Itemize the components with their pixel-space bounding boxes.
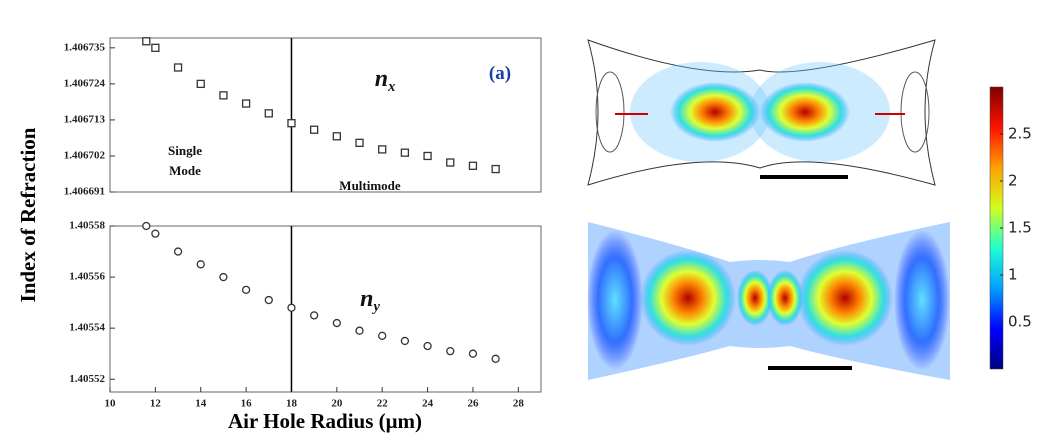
x-tick-label: 16 — [241, 398, 253, 410]
data-point — [400, 336, 410, 346]
x-tick-label: 28 — [513, 398, 525, 410]
x-tick-label: 24 — [422, 398, 434, 410]
data-point — [310, 125, 319, 134]
data-point — [446, 158, 455, 167]
data-point — [446, 346, 455, 356]
y-tick-label: 1.40556 — [69, 271, 105, 283]
x-tick-label: 10 — [105, 398, 117, 410]
data-point — [355, 138, 364, 148]
data-point — [287, 303, 296, 312]
annotation-subscript: y — [371, 299, 380, 315]
annotation: Mode — [169, 163, 201, 178]
annotation-subscript: x — [387, 79, 395, 95]
y-tick-label: 1.406724 — [64, 77, 106, 89]
y-tick-label: 1.40554 — [69, 322, 105, 334]
annotation-text: n — [360, 286, 373, 312]
plot-frame — [109, 37, 542, 193]
annotation: Multimode — [339, 178, 401, 193]
data-point — [378, 145, 387, 154]
annotation-text: Single — [168, 143, 202, 158]
field-image-top — [587, 39, 936, 186]
data-point — [491, 164, 500, 174]
data-point — [468, 349, 478, 358]
data-point — [151, 43, 160, 52]
data-point — [196, 260, 205, 269]
y-axis-label: Index of Refraction — [16, 127, 40, 302]
data-point — [219, 272, 228, 282]
x-tick-label: 22 — [377, 398, 389, 410]
data-point — [151, 229, 160, 238]
y-tick-label: 1.406702 — [64, 149, 106, 161]
x-tick-label: 18 — [286, 398, 298, 410]
annotation-text: Multimode — [339, 178, 401, 193]
annotation-text: n — [375, 66, 388, 92]
y-tick-label: 1.406691 — [64, 186, 105, 198]
data-point — [142, 37, 151, 46]
annotation: Single — [168, 143, 202, 158]
annotation-text: (a) — [489, 63, 511, 84]
annotation: nx — [375, 66, 396, 96]
colorbar-tick-label: 1.5 — [1008, 219, 1032, 237]
colorbar-tick-label: 2 — [1008, 172, 1018, 190]
y-tick-label: 1.406735 — [64, 41, 106, 53]
annotation: (a) — [489, 63, 511, 84]
data-point — [241, 285, 251, 294]
colorbar-tick-label: 2.5 — [1008, 125, 1032, 143]
data-point — [378, 331, 387, 340]
data-point — [219, 91, 228, 100]
x-tick-label: 26 — [467, 398, 479, 410]
data-point — [332, 132, 341, 141]
data-point — [332, 318, 341, 328]
plot-frame — [109, 225, 542, 393]
x-axis-label: Air Hole Radius (μm) — [228, 409, 422, 433]
x-tick-label: 20 — [331, 398, 343, 410]
y-tick-label: 1.40552 — [69, 373, 105, 385]
annotation: ny — [360, 286, 380, 316]
data-point — [491, 354, 500, 363]
y-tick-label: 1.40558 — [69, 220, 105, 232]
data-point — [241, 99, 251, 108]
data-point — [400, 148, 410, 157]
colorbar-tick-label: 1 — [1008, 266, 1018, 284]
annotation-text: Mode — [169, 163, 201, 178]
data-point — [142, 221, 151, 231]
field-image-bottom — [587, 222, 950, 380]
data-point — [173, 63, 183, 72]
colorbar-tick-label: 0.5 — [1008, 313, 1032, 331]
data-point — [355, 326, 364, 335]
data-point — [423, 151, 432, 161]
data-point — [196, 79, 205, 89]
data-point — [287, 119, 296, 128]
x-tick-label: 12 — [150, 398, 162, 410]
data-point — [264, 109, 273, 118]
x-tick-label: 14 — [195, 398, 207, 410]
data-point — [423, 341, 432, 351]
data-point — [310, 311, 319, 320]
data-point — [173, 247, 183, 256]
data-point — [264, 295, 273, 305]
y-tick-label: 1.406713 — [64, 113, 106, 125]
data-point — [468, 161, 478, 170]
